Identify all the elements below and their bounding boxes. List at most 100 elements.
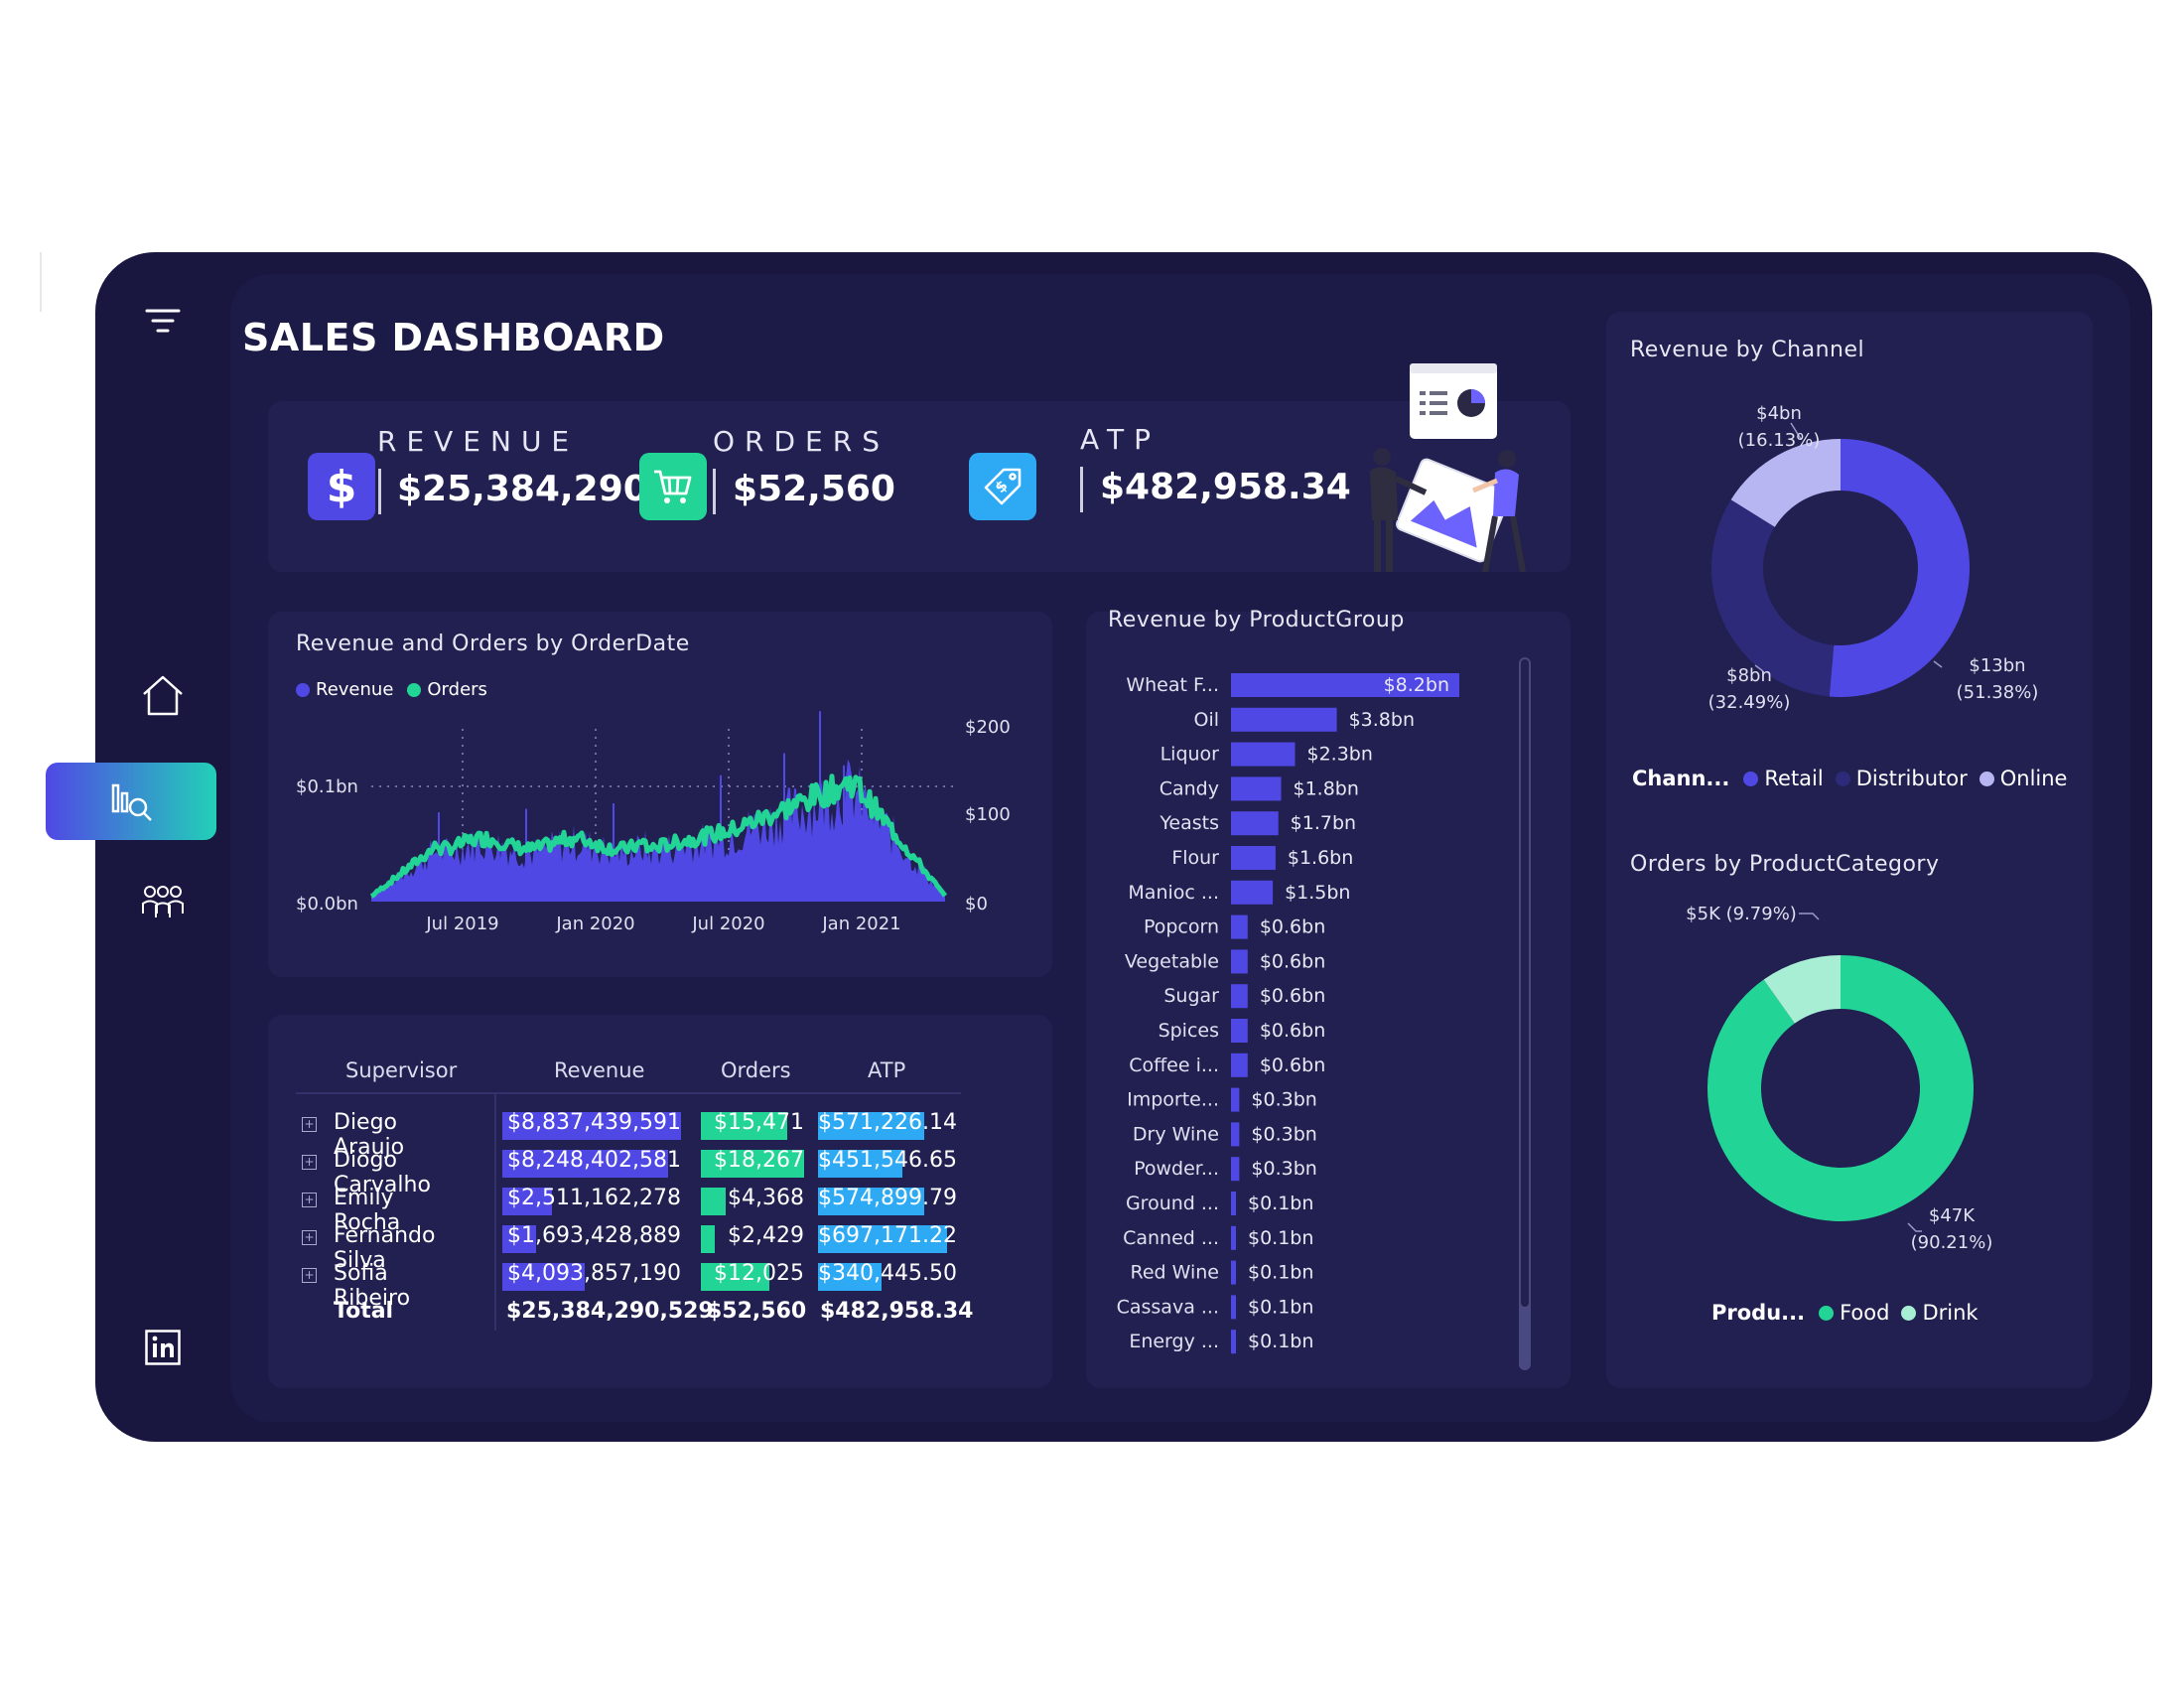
expand-row-icon[interactable]: + [302,1230,317,1245]
kpi-card [268,401,1570,572]
home-icon[interactable] [135,667,191,723]
kpi-separator [713,469,716,514]
product-group-title: Revenue by ProductGroup [1108,608,1405,633]
product-group-bar[interactable] [1231,880,1274,905]
y-right-tick: $0 [965,894,988,914]
product-group-bar[interactable] [1231,673,1459,697]
donut-slice-distributor[interactable] [1711,499,1835,697]
donut-value-label: $5K (9.79%) [1686,904,1797,924]
team-icon[interactable] [135,878,191,927]
legend-label-orders: Orders [427,679,487,700]
revenue-orders-chart: $0.1bn $0.0bn $200 $100 $0 Jul 2019 Jan … [296,711,1011,934]
analytics-nav-button[interactable] [46,763,216,840]
legend-label-food: Food [1840,1301,1890,1325]
product-group-value-label: $0.6bn [1260,950,1325,972]
product-group-bar[interactable] [1231,1330,1236,1354]
product-group-label: Importe... [1127,1089,1219,1111]
product-group-bar[interactable] [1231,1019,1248,1043]
people-chart-illustration [1370,363,1526,573]
expand-row-icon[interactable]: + [302,1155,317,1170]
product-group-bar[interactable] [1231,776,1282,801]
product-group-bar[interactable] [1231,707,1337,732]
product-group-bar[interactable] [1231,1225,1236,1250]
product-group-bar[interactable] [1231,1260,1236,1285]
col-header-atp[interactable]: ATP [868,1058,906,1082]
legend-dot-orders [407,682,422,697]
linkedin-icon[interactable] [142,1327,184,1368]
revenue-databar [502,1263,585,1291]
atp-kpi-label: ATP [1080,423,1160,456]
revenue-orders-card [268,612,1052,977]
category-legend-title: Produ... [1711,1301,1806,1325]
product-group-bar[interactable] [1231,949,1248,974]
product-group-bar[interactable] [1231,1157,1240,1182]
donut-slice-drink[interactable] [1763,955,1841,1024]
orders-databar [701,1225,715,1253]
orders-cell: $2,429 [728,1223,804,1248]
product-group-value-label: $0.6bn [1260,1020,1325,1042]
product-group-value-label: $0.6bn [1260,1055,1325,1076]
product-group-bar[interactable] [1231,1295,1236,1320]
legend-label-distributor: Distributor [1855,767,1968,790]
product-group-label: Flour [1171,847,1219,869]
product-group-label: Spices [1159,1020,1219,1042]
atp-databar [818,1150,902,1178]
legend-label-retail: Retail [1764,767,1824,790]
product-group-label: Vegetable [1125,950,1219,972]
edge-line [40,252,42,312]
legend-dot-distributor [1835,771,1850,786]
product-group-bar[interactable] [1231,914,1248,939]
atp-databar [818,1112,924,1140]
analytics-icon [111,783,152,821]
revenue-cell: $4,093,857,190 [507,1261,681,1286]
scrollbar-thumb[interactable] [1521,659,1529,1307]
donut-slice-food[interactable] [1707,955,1974,1221]
product-group-bar[interactable] [1231,846,1276,870]
atp-databar [818,1188,924,1215]
product-group-bar[interactable] [1231,1122,1240,1147]
product-group-label: Powder... [1134,1158,1219,1180]
product-group-bar[interactable] [1231,1192,1236,1215]
product-group-bar[interactable] [1231,1053,1248,1077]
product-group-bar[interactable] [1231,984,1248,1009]
leader-line [1907,1222,1922,1232]
col-header-revenue[interactable]: Revenue [554,1058,645,1082]
total-revenue: $25,384,290,529 [506,1299,714,1324]
expand-row-icon[interactable]: + [302,1268,317,1283]
product-group-value-label: $1.8bn [1293,777,1358,799]
legend-label-revenue: Revenue [316,679,394,700]
legend-dot-food [1819,1305,1835,1321]
donut-slice-retail[interactable] [1829,439,1970,697]
leader-line [1790,422,1802,440]
product-group-bar[interactable] [1231,811,1279,836]
col-header-supervisor[interactable]: Supervisor [345,1058,458,1082]
revenue-cell: $8,837,439,591 [507,1110,681,1135]
cart-icon [639,453,707,520]
kpi-separator [378,469,381,514]
price-tag-icon: $ [969,453,1036,520]
product-group-bar[interactable] [1231,742,1296,767]
col-header-orders[interactable]: Orders [721,1058,791,1082]
filter-icon[interactable] [139,302,187,342]
expand-row-icon[interactable]: + [302,1117,317,1132]
legend-dot-retail [1743,771,1759,786]
total-atp: $482,958.34 [820,1299,974,1324]
donut-slice-online[interactable] [1730,439,1841,527]
donut-percent-label: (16.13%) [1738,430,1821,451]
product-group-value-label: $3.8bn [1349,709,1415,731]
atp-kpi-value: $482,958.34 [1100,467,1351,507]
product-group-label: Energy ... [1129,1331,1219,1352]
product-group-label: Candy [1160,777,1219,799]
product-group-label: Popcorn [1144,916,1219,938]
orders-cell: $4,368 [728,1186,804,1210]
donut-value-label: $47K [1929,1205,1976,1226]
x-tick: Jan 2021 [821,914,900,934]
supervisor-name: Sofia Ribeiro [334,1261,411,1311]
product-group-label: Wheat F... [1126,674,1219,696]
channel-donut-chart: $13bn (51.38%) $8bn (32.49%) $4bn (16.13%) [1708,403,2039,713]
expand-row-icon[interactable]: + [302,1193,317,1207]
legend-dot-online [1979,771,1994,786]
svg-text:$: $ [992,477,1012,496]
product-group-bar[interactable] [1231,1087,1240,1112]
revenue-cell: $2,511,162,278 [507,1186,681,1210]
